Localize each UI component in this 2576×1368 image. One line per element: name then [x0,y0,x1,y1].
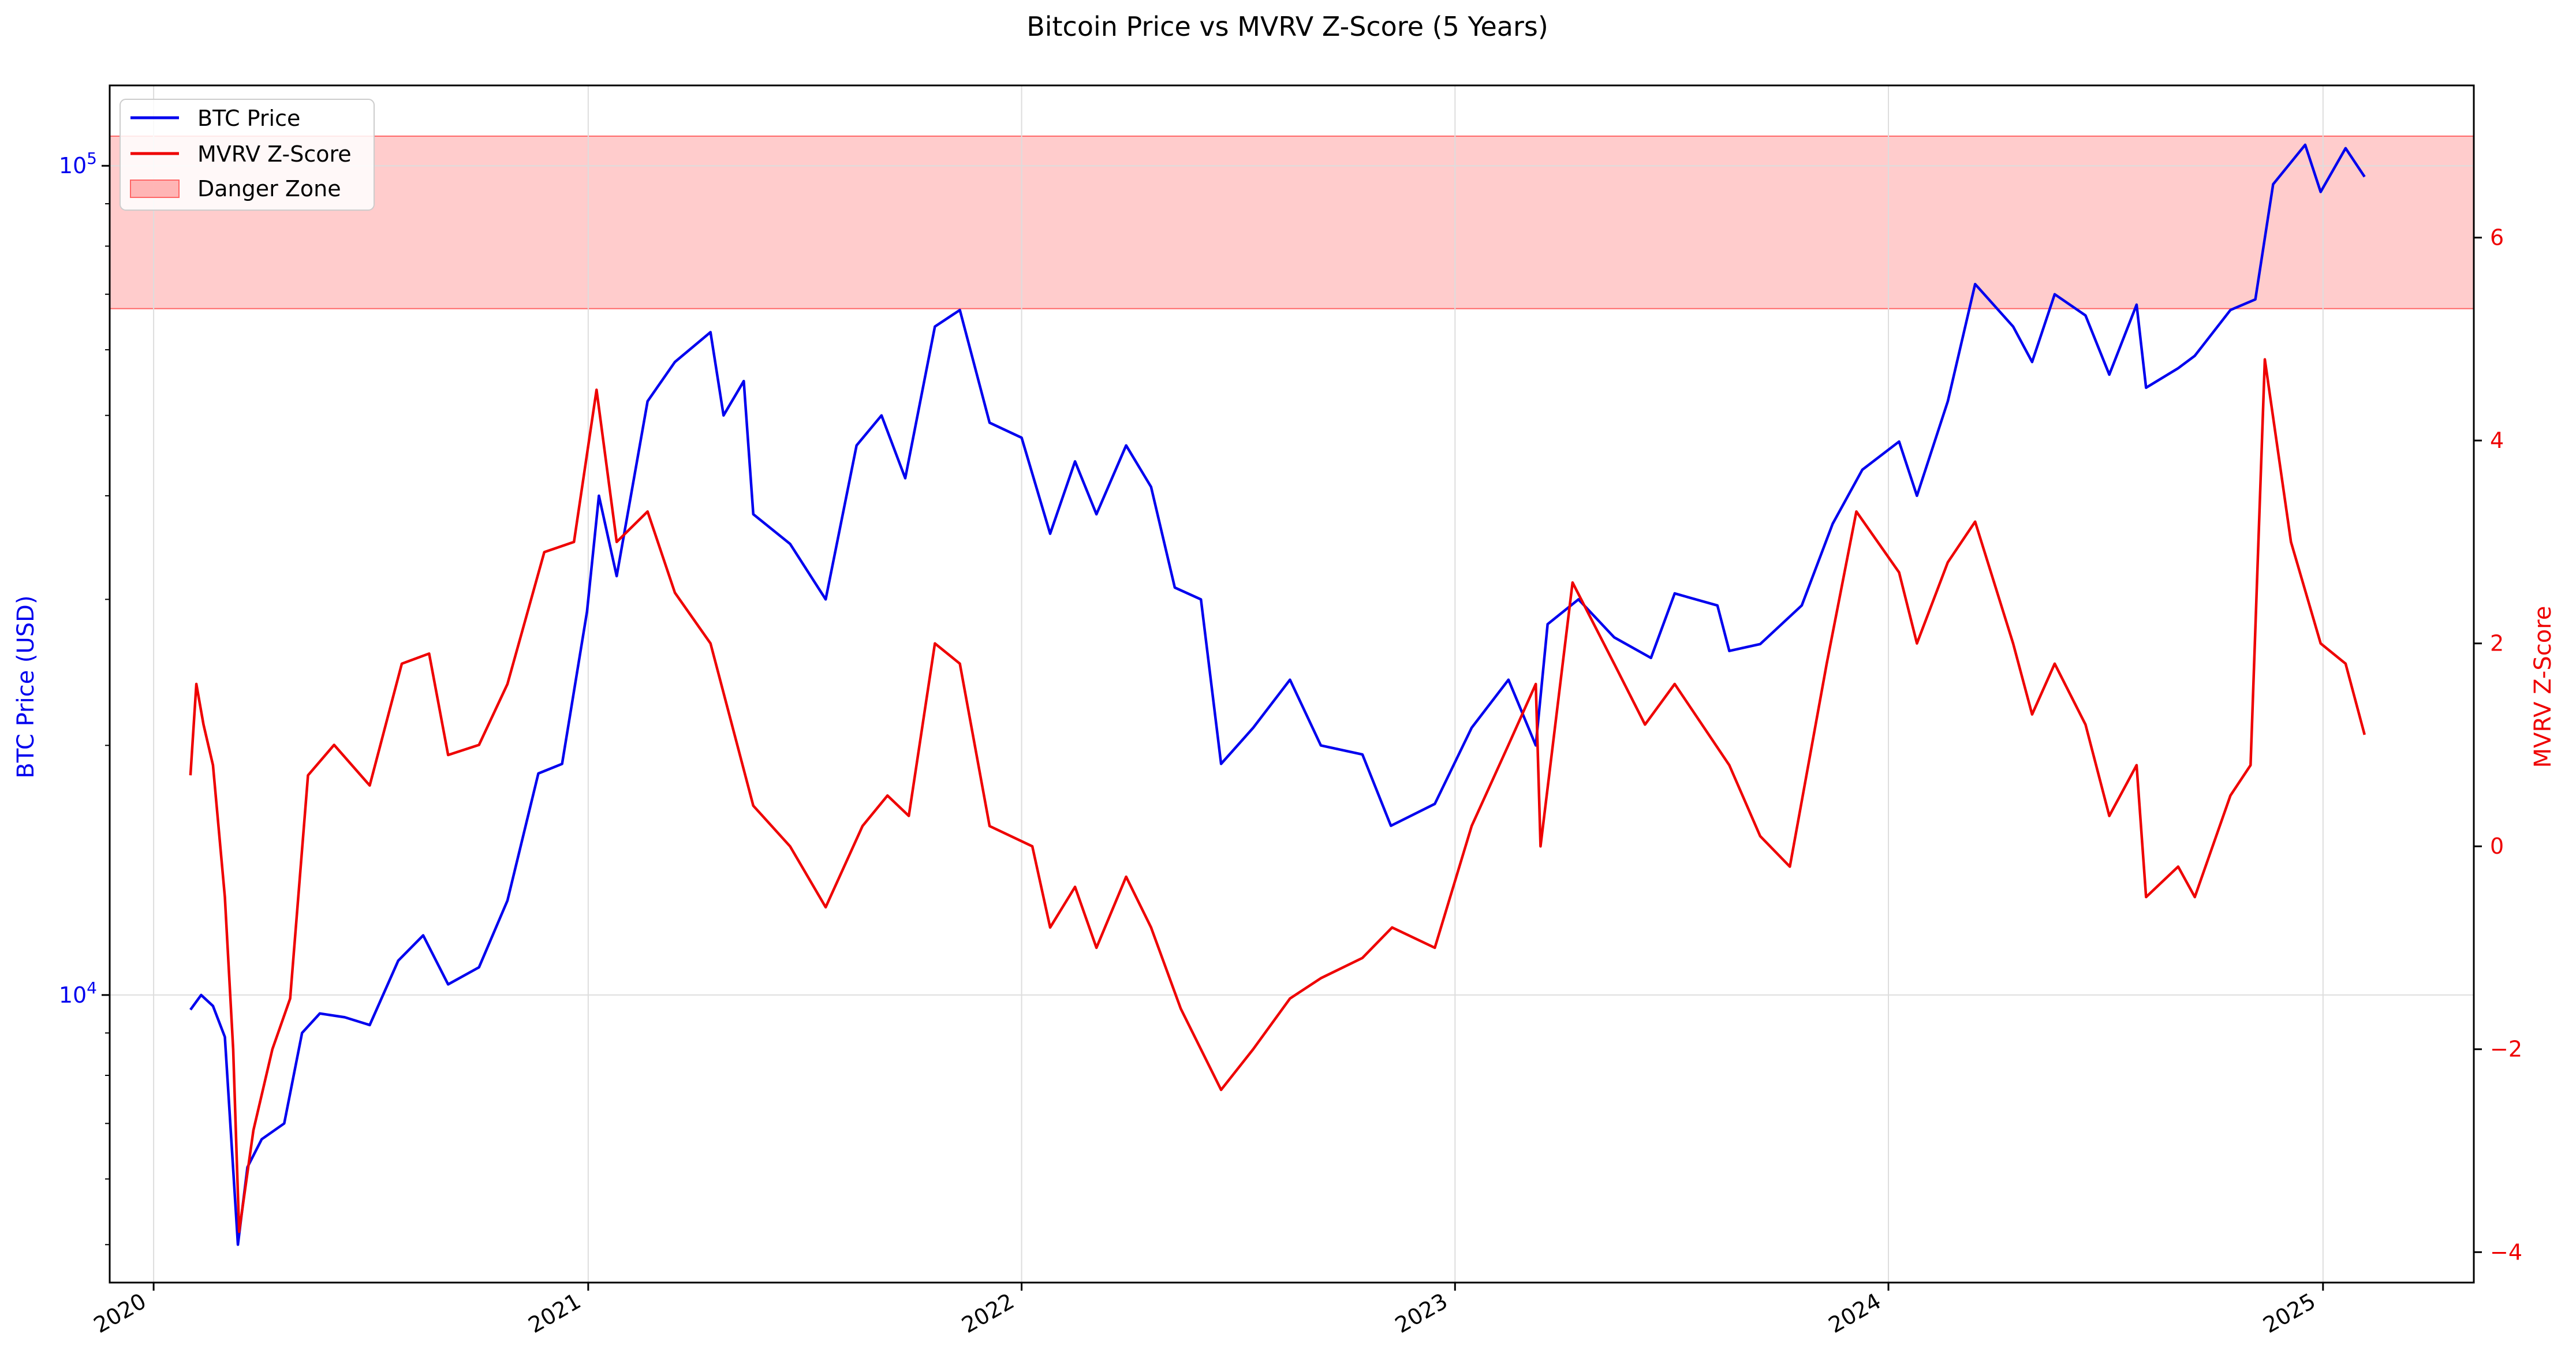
y-right-tick-label: 6 [2490,225,2504,251]
y-left-axis-label: BTC Price (USD) [13,595,39,778]
legend-label-danger: Danger Zone [197,176,341,201]
legend-label-mvrv: MVRV Z-Score [197,141,352,167]
y-right-tick-label: 0 [2490,833,2504,859]
y-left-tick-label: 104 [59,978,97,1008]
y-right-axis-label: MVRV Z-Score [2530,606,2556,768]
legend-swatch-danger [130,180,180,198]
legend-box [120,99,375,211]
y-right-tick-label: 2 [2490,631,2504,656]
chart-title: Bitcoin Price vs MVRV Z-Score (5 Years) [1026,11,1548,42]
y-right-axis-ticks: −4 −2 0 2 4 6 [2474,225,2522,1265]
btc-price-line [189,143,2366,1246]
y-right-tick-label: −2 [2490,1037,2522,1062]
y-left-axis-ticks: 104 105 [59,149,110,1246]
plot-frame [109,84,2475,1284]
y-right-tick-label: 4 [2490,428,2504,453]
mvrv-zscore-line [189,358,2366,1234]
danger-zone-band [109,135,2474,309]
y-right-tick-label: −4 [2490,1239,2522,1265]
legend: BTC Price MVRV Z-Score Danger Zone [120,99,375,211]
grid-layer [110,85,2474,1283]
legend-label-btc: BTC Price [197,106,300,131]
y-left-tick-label: 105 [59,149,97,178]
